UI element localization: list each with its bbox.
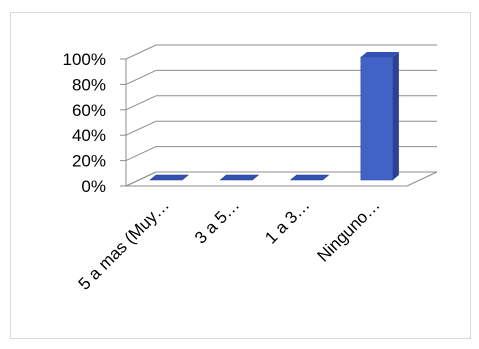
y-tick-label: 40% — [72, 126, 106, 145]
bar-top — [360, 52, 399, 57]
gridline-side — [125, 146, 157, 162]
chart-floor — [125, 171, 438, 187]
y-tick-label: 0% — [81, 177, 106, 196]
y-tick-label: 80% — [72, 75, 106, 94]
gridline-side — [125, 69, 157, 85]
x-category-label: 5 a mas (Muy… — [75, 195, 173, 293]
y-tick-label: 20% — [72, 152, 106, 171]
bar-flat — [219, 174, 260, 181]
gridline-side — [125, 44, 157, 60]
x-category-label: Ninguno… — [313, 195, 383, 265]
y-tick-label: 60% — [72, 101, 106, 120]
bar-front — [360, 56, 394, 181]
bar-flat — [289, 174, 330, 181]
gridline-side — [125, 120, 157, 136]
bar-side — [392, 52, 399, 180]
x-category-label: 1 a 3… — [261, 195, 313, 247]
y-tick-label: 100% — [63, 50, 106, 69]
bar-flat — [149, 174, 189, 181]
x-category-label: 3 a 5… — [191, 195, 243, 247]
gridline-side — [125, 95, 157, 111]
